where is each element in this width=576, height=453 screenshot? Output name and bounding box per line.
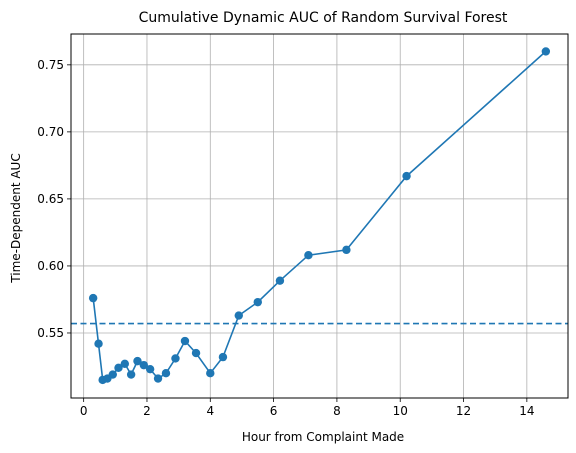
- data-point: [120, 359, 130, 369]
- data-point: [191, 348, 201, 358]
- data-point: [145, 364, 155, 374]
- x-tick-label: 14: [519, 404, 534, 418]
- data-point: [180, 336, 190, 346]
- series-group: [88, 47, 551, 385]
- x-tick-label: 2: [143, 404, 151, 418]
- data-point: [206, 368, 215, 378]
- data-point: [126, 370, 136, 379]
- plot-frame: [70, 33, 569, 399]
- data-point: [218, 352, 228, 362]
- data-point: [304, 251, 313, 260]
- y-tick-label: 0.60: [37, 259, 64, 273]
- y-tick-label: 0.75: [37, 58, 64, 72]
- x-axis-ticks: 0 2 4 6 8 10 12 14: [80, 398, 534, 418]
- x-tick-label: 4: [206, 404, 214, 418]
- data-point: [342, 245, 351, 255]
- data-point: [234, 311, 243, 320]
- x-tick-label: 10: [393, 404, 408, 418]
- y-tick-label: 0.55: [37, 326, 64, 340]
- data-point: [153, 374, 163, 383]
- data-point: [253, 297, 262, 307]
- x-tick-label: 0: [80, 404, 88, 418]
- grid: [71, 34, 568, 398]
- x-tick-label: 12: [456, 404, 471, 418]
- data-point: [133, 356, 142, 366]
- y-tick-label: 0.70: [37, 125, 64, 139]
- y-tick-label: 0.65: [37, 192, 64, 206]
- x-tick-label: 8: [333, 404, 341, 418]
- data-point: [541, 47, 551, 56]
- data-point: [114, 363, 123, 373]
- data-point: [139, 360, 149, 370]
- data-point: [275, 276, 285, 285]
- y-axis-ticks: 0.55 0.60 0.65 0.70 0.75: [37, 58, 71, 340]
- data-point: [94, 339, 103, 348]
- x-tick-label: 6: [270, 404, 278, 418]
- data-point: [161, 368, 171, 378]
- x-axis-label: Hour from Complaint Made: [242, 430, 404, 444]
- chart-title: Cumulative Dynamic AUC of Random Surviva…: [139, 10, 508, 26]
- data-point: [171, 354, 180, 363]
- data-point: [108, 370, 117, 379]
- data-point: [402, 171, 411, 181]
- data-point: [88, 293, 98, 303]
- y-axis-label: Time-Dependent AUC: [9, 153, 23, 283]
